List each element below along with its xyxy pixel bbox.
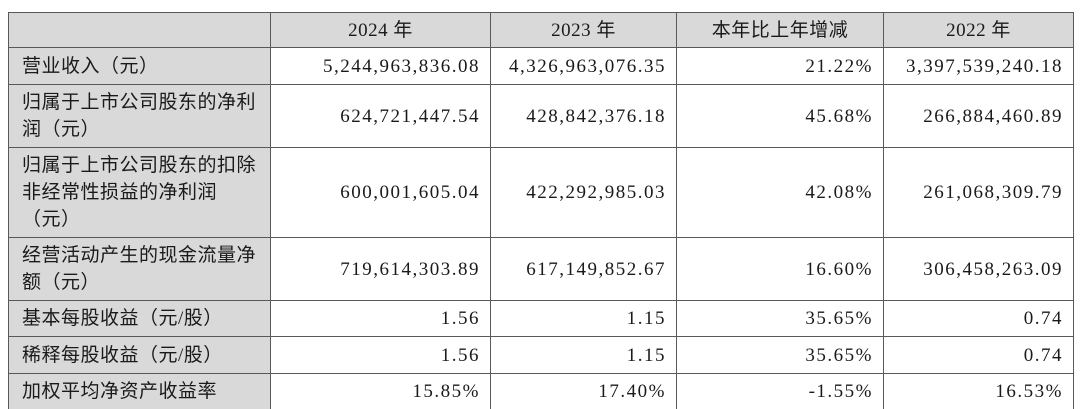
row-label: 加权平均净资产收益率 [8, 373, 271, 409]
value-2024: 1.56 [270, 300, 491, 337]
value-2023: 4,326,963,076.35 [490, 47, 677, 85]
value-2024: 1.56 [270, 336, 491, 374]
header-year-2023: 2023 年 [490, 12, 677, 48]
value-change: 42.08% [676, 147, 884, 238]
value-2022: 0.74 [883, 300, 1074, 337]
table-header-row: 2024 年 2023 年 本年比上年增减 2022 年 [8, 12, 1074, 48]
value-change: 16.60% [676, 237, 884, 301]
header-year-2022: 2022 年 [883, 12, 1074, 48]
row-operating-revenue: 营业收入（元） 5,244,963,836.08 4,326,963,076.3… [8, 47, 1074, 85]
value-2023: 422,292,985.03 [490, 147, 677, 238]
row-net-profit-attributable: 归属于上市公司股东的净利润（元） 624,721,447.54 428,842,… [8, 84, 1074, 148]
value-2022: 0.74 [883, 336, 1074, 374]
row-operating-cash-flow: 经营活动产生的现金流量净额（元） 719,614,303.89 617,149,… [8, 237, 1074, 301]
value-2024: 15.85% [270, 373, 491, 409]
row-label: 归属于上市公司股东的扣除非经常性损益的净利润（元） [8, 147, 271, 238]
header-yoy-change: 本年比上年增减 [676, 12, 884, 48]
value-change: 21.22% [676, 47, 884, 85]
row-label: 营业收入（元） [8, 47, 271, 85]
value-2023: 1.15 [490, 336, 677, 374]
row-weighted-avg-roe: 加权平均净资产收益率 15.85% 17.40% -1.55% 16.53% [8, 373, 1074, 409]
row-basic-eps: 基本每股收益（元/股） 1.56 1.15 35.65% 0.74 [8, 300, 1074, 337]
value-2024: 600,001,605.04 [270, 147, 491, 238]
row-label: 基本每股收益（元/股） [8, 300, 271, 337]
row-label: 经营活动产生的现金流量净额（元） [8, 237, 271, 301]
row-net-profit-excl-nonrecurring: 归属于上市公司股东的扣除非经常性损益的净利润（元） 600,001,605.04… [8, 147, 1074, 238]
value-2022: 306,458,263.09 [883, 237, 1074, 301]
row-diluted-eps: 稀释每股收益（元/股） 1.56 1.15 35.65% 0.74 [8, 336, 1074, 374]
value-change: 35.65% [676, 300, 884, 337]
row-label: 归属于上市公司股东的净利润（元） [8, 84, 271, 148]
value-2024: 5,244,963,836.08 [270, 47, 491, 85]
value-change: 45.68% [676, 84, 884, 148]
value-2023: 17.40% [490, 373, 677, 409]
value-2022: 3,397,539,240.18 [883, 47, 1074, 85]
value-2022: 266,884,460.89 [883, 84, 1074, 148]
value-2024: 719,614,303.89 [270, 237, 491, 301]
value-2023: 617,149,852.67 [490, 237, 677, 301]
value-2024: 624,721,447.54 [270, 84, 491, 148]
value-2023: 428,842,376.18 [490, 84, 677, 148]
header-empty-cell [8, 12, 271, 48]
value-2022: 16.53% [883, 373, 1074, 409]
value-change: -1.55% [676, 373, 884, 409]
row-label: 稀释每股收益（元/股） [8, 336, 271, 374]
header-year-2024: 2024 年 [270, 12, 491, 48]
key-financials-table: 2024 年 2023 年 本年比上年增减 2022 年 营业收入（元） 5,2… [8, 12, 1074, 409]
value-2022: 261,068,309.79 [883, 147, 1074, 238]
value-change: 35.65% [676, 336, 884, 374]
value-2023: 1.15 [490, 300, 677, 337]
